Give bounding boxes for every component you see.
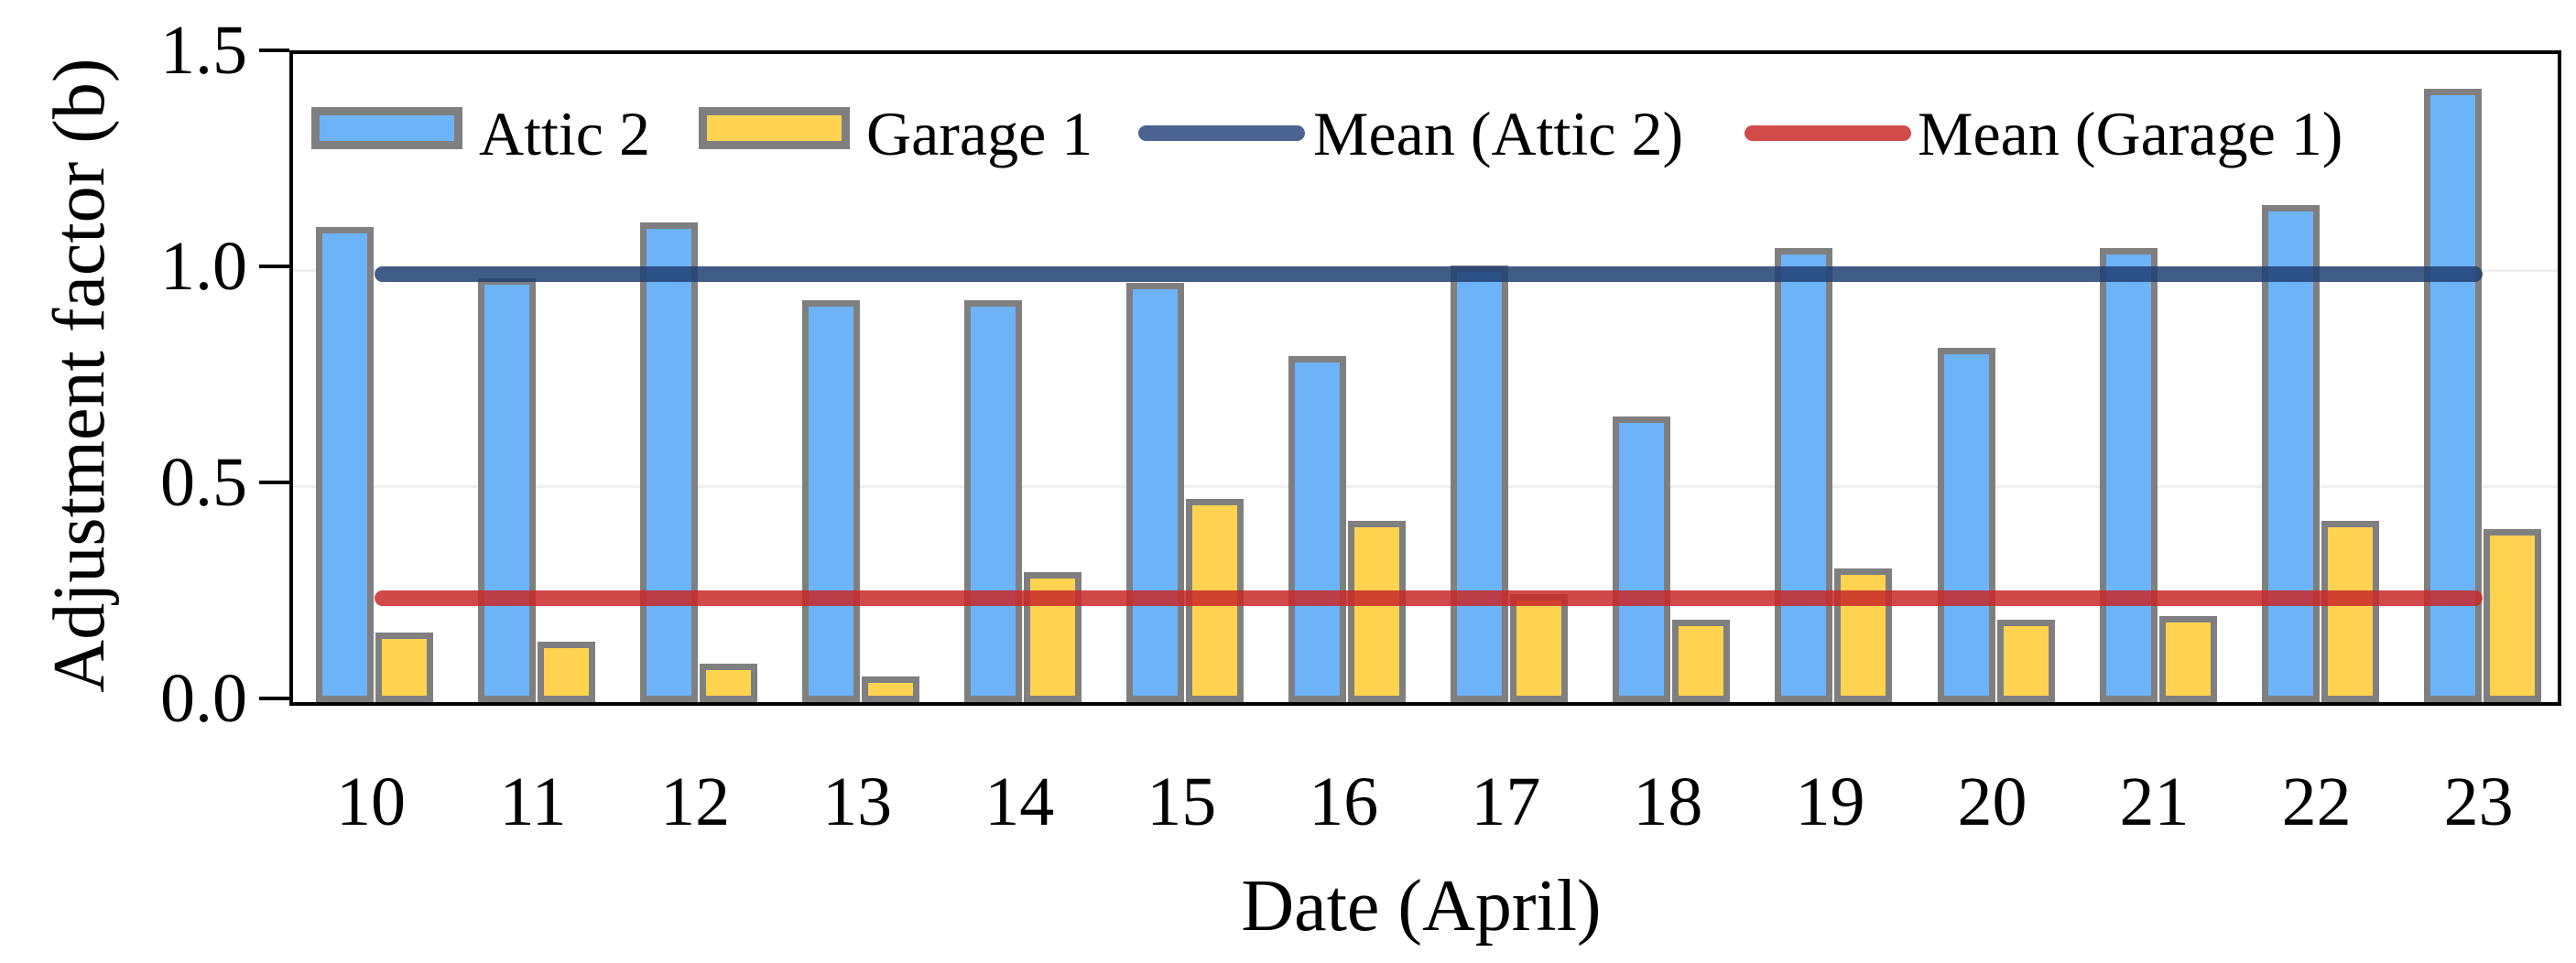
bar-garage1-20 — [1996, 620, 2055, 702]
gridline-0.5 — [293, 484, 2558, 488]
bar-attic2-23 — [2423, 88, 2482, 702]
bar-attic2-21 — [2099, 248, 2158, 702]
bar-attic2-10 — [316, 226, 374, 702]
y-axis-title: Adjustment factor (b) — [39, 58, 120, 693]
bar-garage1-23 — [2483, 529, 2541, 702]
x-tick-label-16: 16 — [1309, 763, 1379, 840]
x-tick-label-13: 13 — [822, 763, 893, 840]
mean-line-attic2 — [375, 266, 2483, 283]
bar-attic2-22 — [2261, 205, 2320, 702]
legend-label-mean-attic-2: Mean (Attic 2) — [1313, 99, 1684, 168]
bar-attic2-18 — [1613, 417, 1671, 702]
y-tick-mark-0.0 — [259, 697, 289, 700]
bar-garage1-11 — [538, 641, 596, 702]
bar-attic2-14 — [964, 300, 1023, 702]
legend-line-mean-attic-2 — [1138, 125, 1305, 141]
mean-line-garage1 — [375, 590, 2483, 607]
bar-attic2-11 — [478, 278, 537, 702]
x-tick-label-10: 10 — [336, 763, 406, 840]
bar-garage1-17 — [1510, 594, 1569, 702]
x-axis-title: Date (April) — [1241, 866, 1602, 947]
x-tick-label-11: 11 — [499, 763, 567, 840]
bar-attic2-19 — [1775, 248, 1833, 702]
y-tick-mark-0.5 — [259, 481, 289, 484]
legend-swatch-garage-1 — [699, 107, 850, 149]
legend-line-mean-garage-1 — [1745, 125, 1911, 141]
x-tick-label-18: 18 — [1633, 763, 1703, 840]
x-tick-label-20: 20 — [1957, 763, 2027, 840]
bar-garage1-18 — [1672, 620, 1731, 702]
x-tick-label-21: 21 — [2119, 763, 2190, 840]
y-tick-mark-1.0 — [259, 265, 289, 268]
x-tick-label-14: 14 — [984, 763, 1055, 840]
x-tick-label-23: 23 — [2443, 763, 2514, 840]
x-tick-label-17: 17 — [1471, 763, 1541, 840]
x-tick-label-12: 12 — [660, 763, 731, 840]
bar-garage1-21 — [2158, 615, 2217, 702]
bar-attic2-12 — [640, 222, 699, 702]
y-tick-label-0.5: 0.5 — [160, 444, 247, 521]
plot-area — [289, 50, 2561, 706]
bar-garage1-22 — [2321, 520, 2379, 702]
bar-attic2-20 — [1937, 347, 1995, 702]
y-tick-label-0.0: 0.0 — [160, 660, 247, 737]
legend-label-mean-garage-1: Mean (Garage 1) — [1918, 99, 2343, 168]
y-tick-label-1.0: 1.0 — [160, 228, 247, 305]
x-tick-label-22: 22 — [2281, 763, 2352, 840]
bar-garage1-10 — [375, 633, 433, 702]
y-tick-label-1.5: 1.5 — [160, 12, 247, 89]
bar-attic2-17 — [1451, 265, 1509, 702]
bar-attic2-16 — [1288, 356, 1347, 702]
bar-attic2-15 — [1126, 283, 1185, 702]
bar-garage1-19 — [1834, 568, 1893, 702]
x-tick-label-15: 15 — [1147, 763, 1217, 840]
legend-label-garage-1: Garage 1 — [866, 99, 1093, 168]
x-tick-label-19: 19 — [1795, 763, 1865, 840]
bar-garage1-13 — [862, 676, 920, 702]
legend-label-attic-2: Attic 2 — [479, 99, 650, 168]
bar-garage1-16 — [1348, 520, 1407, 702]
bar-attic2-13 — [802, 300, 861, 702]
legend-swatch-attic-2 — [311, 107, 462, 149]
bar-garage1-12 — [700, 663, 758, 702]
y-tick-mark-1.5 — [259, 49, 289, 52]
